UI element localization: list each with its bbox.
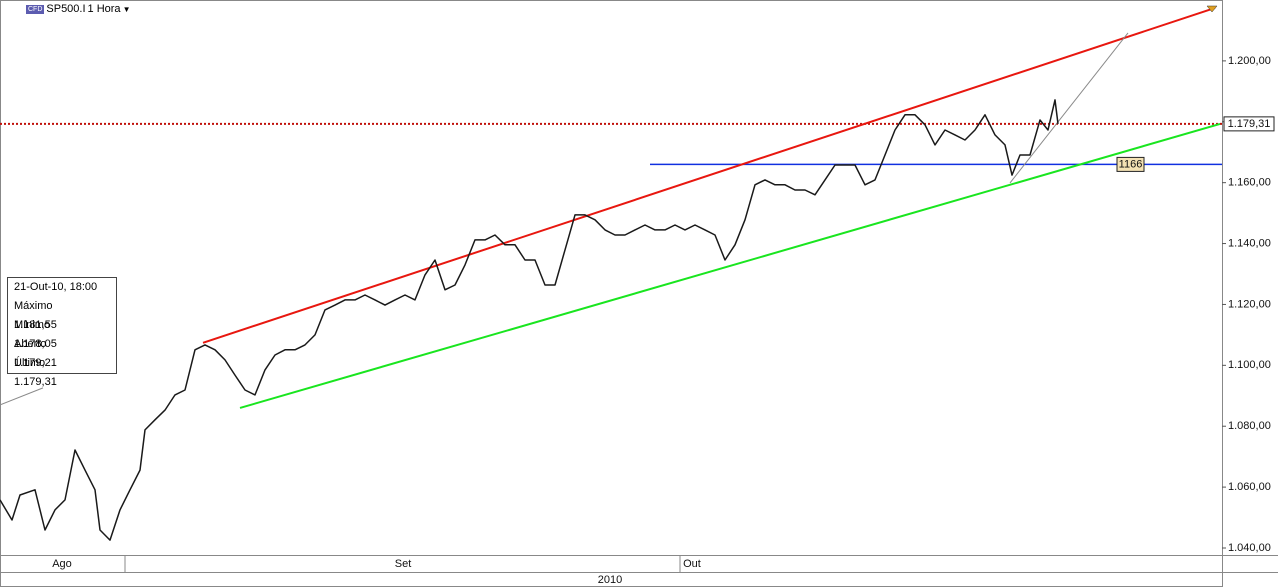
info-row: Último 1.179,31 [8,354,116,388]
y-tick-label: 1.200,00 [1228,55,1271,67]
info-value: 1.179,21 [14,357,57,369]
info-value: 1.179,31 [14,376,57,388]
y-tick-label: 1.100,00 [1228,359,1271,371]
y-tick-label: 1.060,00 [1228,481,1271,493]
info-label: Aberto [14,338,47,350]
trend-line [0,387,44,406]
trend-line [1009,32,1129,184]
y-tick-label: 1.040,00 [1228,542,1271,554]
x-tick-label: Ago [52,558,72,570]
info-value: 1.181,55 [14,319,57,331]
trend-line [239,122,1221,409]
level-label: 1.179,31 [1228,118,1271,130]
header[interactable]: CFD SP500.I 1 Hora ▼ [26,3,130,15]
x-tick-label: Set [395,558,412,570]
price-line [0,99,1059,541]
level-label: 1166 [1119,158,1143,170]
x-group-label: 2010 [598,574,622,586]
x-tick-label: Out [683,558,701,570]
trend-line [202,6,1216,344]
info-value: 1.178,05 [14,338,57,350]
end-marker [1206,5,1218,13]
info-label: Último [14,357,46,369]
icon: CFD [26,4,45,14]
timeframe: 1 Hora [87,3,121,15]
info-row: Aberto 1.179,21 [8,335,116,369]
y-tick-label: 1.140,00 [1228,237,1271,249]
info-label: Máximo [14,300,53,312]
info-label: Mínimo [14,319,51,331]
level-label-box [1223,116,1275,132]
y-tick-label: 1.160,00 [1228,177,1271,189]
dropdown-arrow: ▼ [122,4,131,14]
info-box: 21-Out-10, 18:00 Máximo 1.181,55 Mínimo 1.1… [7,277,117,388]
symbol: SP500.I [46,3,86,15]
info-row: Mínimo 1.178,05 [8,316,116,350]
y-tick-label: 1.120,00 [1228,298,1271,310]
info-row: Máximo 1.181,55 [8,297,116,331]
y-tick-label: 1.080,00 [1228,420,1271,432]
plot-frame [0,0,1223,587]
info-date: 21-Out-10, 18:00 [14,281,98,293]
level-label-box [1116,156,1145,172]
